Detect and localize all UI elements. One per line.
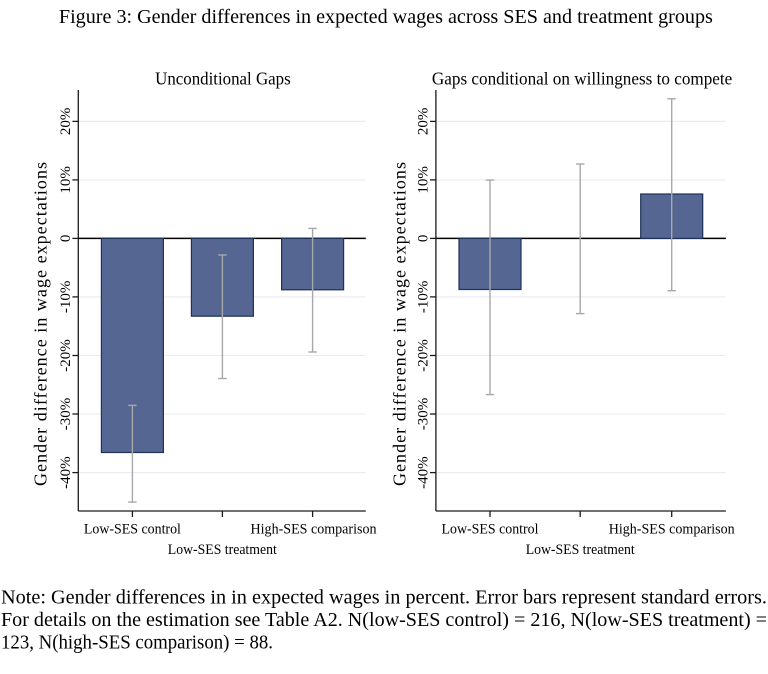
svg-text:Unconditional Gaps: Unconditional Gaps [155, 69, 291, 89]
svg-text:0: 0 [58, 235, 74, 243]
svg-text:-20%: -20% [58, 339, 74, 372]
svg-text:Low-SES control: Low-SES control [84, 522, 181, 538]
svg-text:-10%: -10% [58, 281, 74, 314]
svg-text:Figure 3: Gender differences i: Figure 3: Gender differences in expected… [59, 6, 713, 28]
svg-text:Low-SES treatment: Low-SES treatment [168, 542, 278, 558]
svg-text:High-SES comparison: High-SES comparison [251, 522, 377, 538]
svg-text:Low-SES control: Low-SES control [442, 522, 539, 538]
svg-text:-30%: -30% [58, 398, 74, 431]
svg-text:-10%: -10% [416, 281, 432, 314]
svg-text:Gaps conditional on willingnes: Gaps conditional on willingness to compe… [432, 69, 733, 89]
svg-text:10%: 10% [416, 166, 432, 194]
svg-text:123, N(high-SES comparison) =: 123, N(high-SES comparison) = 88. [1, 632, 273, 654]
svg-text:Gender difference in wage expe: Gender difference in wage expectations [31, 162, 51, 486]
svg-text:For details on the estimation: For details on the estimation see Table … [1, 609, 767, 631]
svg-text:10%: 10% [58, 166, 74, 194]
svg-text:-40%: -40% [58, 456, 74, 489]
svg-text:20%: 20% [58, 108, 74, 135]
svg-text:-20%: -20% [416, 339, 432, 372]
svg-text:Gender difference in wage expe: Gender difference in wage expectations [390, 162, 410, 486]
svg-text:-30%: -30% [416, 398, 432, 431]
svg-text:20%: 20% [416, 108, 432, 135]
svg-text:Low-SES treatment: Low-SES treatment [526, 542, 636, 558]
svg-text:Note: Gender differences in in: Note: Gender differences in in expected … [1, 587, 767, 609]
svg-text:-40%: -40% [416, 456, 432, 489]
svg-text:0: 0 [416, 235, 432, 243]
svg-text:High-SES comparison: High-SES comparison [609, 522, 735, 538]
